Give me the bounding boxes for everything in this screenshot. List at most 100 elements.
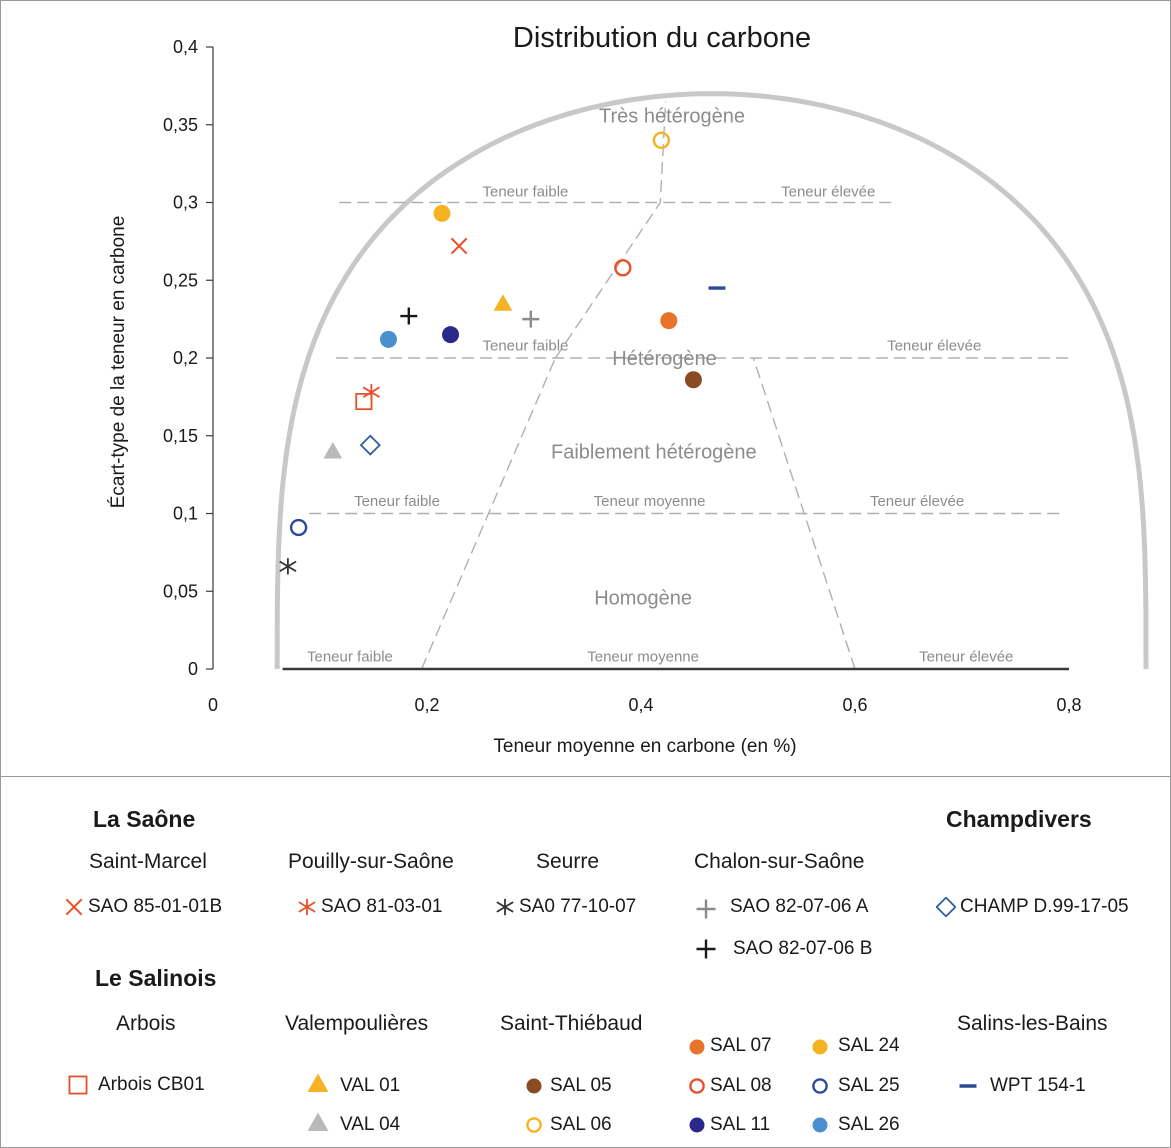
y-tick-label: 0,3 [173, 193, 198, 213]
legend-label: SAL 26 [838, 1114, 900, 1135]
marker-shape [307, 1073, 329, 1092]
legend-label: SAO 82-07-06 B [733, 938, 873, 959]
zone-layer: Très hétérogène Hétérogène Faiblement hété… [274, 91, 1149, 671]
data-point-val-01 [493, 294, 513, 311]
zone-boundary-4 [554, 101, 667, 359]
data-point-sao-82-07-06-a [522, 310, 540, 328]
sublabel-hom-faible: Teneur faible [307, 648, 393, 665]
zone-label-heterogene: Hétérogène [612, 348, 717, 370]
sublabel-tres-faible: Teneur faible [482, 183, 568, 200]
chart-title: Distribution du carbone [513, 22, 811, 54]
marker-shape [660, 312, 678, 330]
legend-symbol-circle-icon [689, 1039, 705, 1055]
legend-symbol-circle-icon [812, 1117, 828, 1133]
sublabel-hom-elevee: Teneur élevée [919, 648, 1013, 665]
marker-shape [279, 560, 297, 573]
legend-label: WPT 154-1 [990, 1075, 1086, 1096]
sublabel-faib-faible: Teneur faible [354, 493, 440, 510]
zone-label-homogene: Homogène [594, 587, 692, 609]
marker-shape [433, 204, 451, 222]
marker-shape [496, 901, 514, 913]
sublabel-hom-moyenne: Teneur moyenne [587, 648, 699, 665]
legend-group-le-salinois: Le Salinois [95, 965, 217, 991]
marker-shape [298, 901, 316, 913]
zone-label-tres-heterogene: Très hétérogène [599, 105, 745, 127]
data-point-arbois-cb01 [355, 392, 373, 411]
legend-site-valempoulieres: Valempoulières [285, 1012, 429, 1035]
marker-shape [614, 259, 632, 277]
sublabel-het-elevee: Teneur élevée [887, 337, 981, 354]
legend-symbol-dash-icon [959, 1084, 977, 1088]
sublabel-faib-elevee: Teneur élevée [870, 493, 964, 510]
legend-label: SAO 81-03-01 [321, 896, 443, 917]
zone-boundary-5 [752, 357, 856, 670]
legend-divider [0, 776, 1171, 777]
y-tick-label: 0 [188, 659, 198, 679]
marker-shape [684, 371, 702, 389]
legend-symbol-circle-icon [689, 1117, 705, 1133]
legend-label: SAL 06 [550, 1114, 612, 1135]
axes-layer: 0 0,05 0,1 0,15 0,2 0,25 0,3 0,35 0,4 0 0,2 0,4 0,6 0… [163, 37, 1082, 715]
legend-symbol-triangle-icon [307, 1073, 329, 1092]
marker-shape [442, 326, 460, 344]
data-point-sal-08 [614, 259, 632, 277]
legend-label: SAL 05 [550, 1075, 612, 1096]
data-point-sal-05 [684, 371, 702, 389]
legend-symbol-diamond-icon [936, 897, 956, 917]
marker-shape [652, 131, 671, 149]
legend-symbol-circle-icon [526, 1078, 542, 1094]
data-point-sal-06 [652, 131, 671, 149]
legend-label: SAL 11 [710, 1114, 771, 1135]
marker-shape [812, 1039, 828, 1055]
data-point-sal-24 [433, 204, 451, 222]
x-tick-label: 0,2 [414, 695, 439, 715]
points-layer [279, 131, 726, 575]
data-point-sal-11 [442, 326, 460, 344]
legend-symbol-circle-icon [689, 1078, 705, 1094]
marker-shape [289, 518, 308, 537]
x-tick-label: 0,6 [842, 695, 867, 715]
legend-label: SAL 25 [838, 1075, 900, 1096]
legend-site-chalon: Chalon-sur-Saône [694, 850, 865, 873]
marker-shape [526, 1078, 542, 1094]
x-tick-label: 0,8 [1056, 695, 1081, 715]
legend-label: Arbois CB01 [98, 1074, 205, 1095]
legend-symbol-triangle-icon [307, 1112, 329, 1131]
marker-shape [936, 897, 956, 917]
x-axis-label: Teneur moyenne en carbone (en %) [493, 736, 796, 757]
marker-shape [359, 434, 381, 456]
marker-shape [307, 1112, 329, 1131]
legend-site-saint-thiebaud: Saint-Thiébaud [500, 1012, 643, 1035]
marker-shape [362, 386, 380, 398]
legend-label: SA0 77-10-07 [519, 896, 637, 917]
legend-site-saint-marcel: Saint-Marcel [89, 850, 207, 873]
y-tick-label: 0,2 [173, 348, 198, 368]
legend-symbol-plus-icon [696, 939, 716, 959]
legend-label: SAL 08 [710, 1075, 772, 1096]
carbon-distribution-chart: Très hétérogène Hétérogène Faiblement hété… [108, 22, 1149, 757]
sublabel-het-faible: Teneur faible [482, 337, 568, 354]
y-tick-label: 0,1 [173, 504, 198, 524]
data-point-sal-07 [660, 312, 678, 330]
marker-shape [379, 330, 397, 348]
data-point-sal-26 [379, 330, 397, 348]
y-tick-label: 0,15 [163, 426, 198, 446]
legend-site-arbois: Arbois [116, 1012, 176, 1035]
x-tick-label: 0 [208, 695, 218, 715]
x-tick-label: 0,4 [628, 695, 653, 715]
marker-shape [689, 1078, 705, 1094]
y-tick-label: 0,35 [163, 115, 198, 135]
legend-label: CHAMP D.99-17-05 [960, 896, 1129, 917]
marker-shape [493, 294, 513, 311]
marker-shape [323, 441, 343, 459]
legend-label: SAO 82-07-06 A [730, 896, 869, 917]
legend-symbol-asterisk-icon [496, 898, 514, 916]
legend-label: SAL 24 [838, 1035, 900, 1056]
marker-shape [812, 1117, 828, 1133]
marker-shape [689, 1117, 705, 1133]
legend-symbol-asterisk-icon [298, 898, 316, 916]
marker-shape [65, 898, 83, 916]
marker-shape [526, 1117, 542, 1133]
y-tick-label: 0,4 [173, 37, 198, 57]
data-point-sao-85-01-01b [450, 237, 468, 255]
